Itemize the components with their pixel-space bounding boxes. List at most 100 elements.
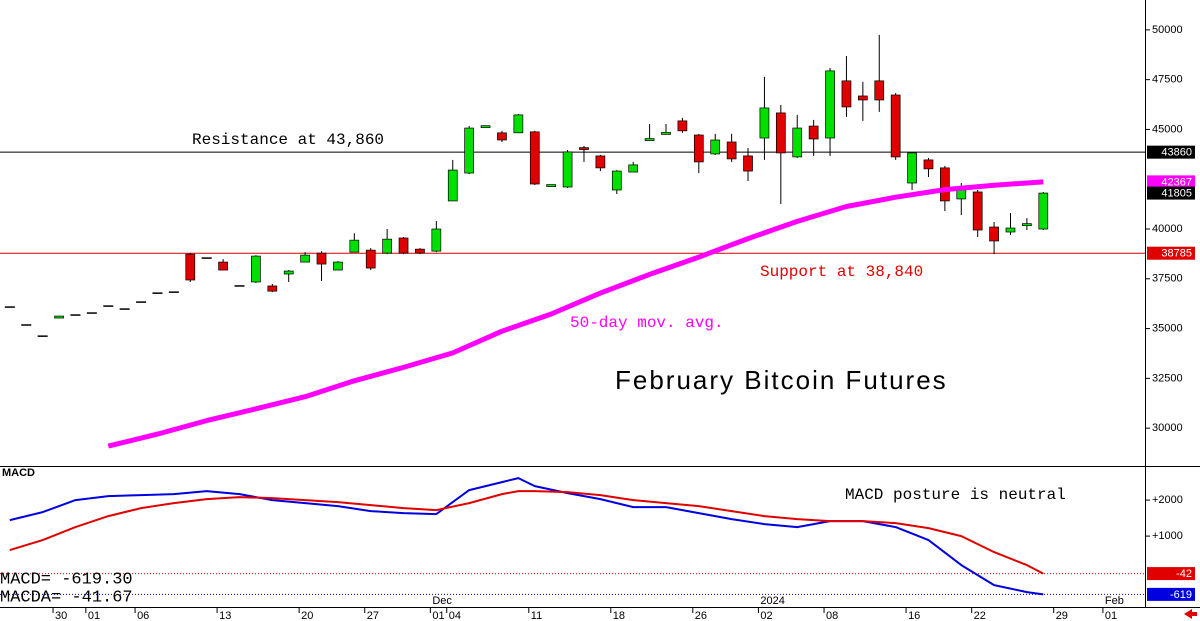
candle-body xyxy=(513,114,524,134)
x-tick-label: 27 xyxy=(367,610,379,621)
x-tick-label: 04 xyxy=(449,610,461,621)
candle-body xyxy=(907,152,917,184)
candle-body xyxy=(628,164,639,173)
candle-body xyxy=(546,184,557,187)
candle-body xyxy=(775,112,786,154)
x-tick-label: 18 xyxy=(613,610,625,621)
candle-body xyxy=(710,139,721,155)
candle-body xyxy=(890,94,901,158)
candle-body xyxy=(989,226,999,242)
candle-body xyxy=(497,132,507,141)
candle-body xyxy=(940,167,950,202)
price-tag-label: 38785 xyxy=(1161,248,1192,260)
candle-body xyxy=(382,238,392,254)
candle-body xyxy=(595,155,606,169)
price-tag xyxy=(1147,145,1195,159)
y-tick-label: 32500 xyxy=(1152,372,1183,384)
candle-body xyxy=(300,254,310,263)
candle-body xyxy=(956,189,967,200)
candle-body xyxy=(316,252,327,265)
x-tick-label: 26 xyxy=(695,610,707,621)
line-series xyxy=(9,477,1044,596)
candle-body xyxy=(1022,223,1032,226)
y-tick-label: 40000 xyxy=(1152,223,1183,235)
x-tick-label: 22 xyxy=(974,610,986,621)
candle-body xyxy=(267,285,278,292)
price-tag xyxy=(1147,175,1195,189)
candle-body xyxy=(333,261,343,271)
macda-readout: MACDA= -41.67 xyxy=(0,588,133,607)
x-tick-label: 01 xyxy=(1105,610,1117,621)
candle-body xyxy=(185,253,196,281)
y-tick-label: 45000 xyxy=(1152,123,1183,135)
candle-body xyxy=(415,248,425,254)
line-series xyxy=(9,490,1044,575)
candle-body xyxy=(283,270,294,275)
x-tick-label: 01 xyxy=(432,610,444,621)
x-tick-label: 30 xyxy=(55,610,67,621)
candle-body xyxy=(677,120,688,132)
price-tag-label: -42 xyxy=(1176,568,1192,580)
support-label: Support at 38,840 xyxy=(760,263,923,281)
macd-note: MACD posture is neutral xyxy=(845,486,1066,504)
candle-body xyxy=(759,107,770,139)
candle-body xyxy=(365,249,376,269)
candle-body xyxy=(841,80,852,108)
candle-body xyxy=(825,70,835,139)
candle-body xyxy=(447,169,458,202)
y-tick-label: 47500 xyxy=(1152,74,1183,86)
chart-title: February Bitcoin Futures xyxy=(615,365,948,395)
candle-body xyxy=(792,127,803,158)
y-tick-label: +2000 xyxy=(1152,494,1183,506)
candle-body xyxy=(1005,227,1016,233)
candle-body xyxy=(858,95,868,101)
macd-readout: MACD= -619.30 xyxy=(0,570,133,589)
y-tick-label: 30000 xyxy=(1152,422,1183,434)
ma-label: 50-day mov. avg. xyxy=(570,314,724,332)
y-tick-label: 37500 xyxy=(1152,273,1183,285)
candle-body xyxy=(431,228,442,252)
x-tick-label: 11 xyxy=(531,610,542,621)
candle-body xyxy=(480,125,491,129)
y-tick-label: +1000 xyxy=(1152,530,1183,542)
x-tick-label: 06 xyxy=(137,610,149,621)
x-tick-label: 13 xyxy=(219,610,231,621)
candle-body xyxy=(251,255,261,283)
candle-body xyxy=(661,132,671,135)
price-tag xyxy=(1147,186,1195,200)
price-tag-label: 42367 xyxy=(1161,176,1192,188)
price-tag xyxy=(1147,567,1195,581)
month-label: Feb xyxy=(1105,595,1124,607)
price-tag xyxy=(1147,246,1195,260)
x-tick-label: 20 xyxy=(301,610,313,621)
candle-body xyxy=(743,155,753,172)
candle-body xyxy=(529,131,540,185)
y-tick-label: 35000 xyxy=(1152,322,1183,334)
candle-body xyxy=(579,147,589,150)
scroll-arrow[interactable] xyxy=(1184,609,1197,619)
candle-body xyxy=(808,125,819,140)
x-tick-label: 29 xyxy=(1056,610,1068,621)
candle-body xyxy=(218,261,228,271)
month-label: 2024 xyxy=(760,595,784,607)
price-tag-label: 43860 xyxy=(1161,147,1192,159)
y-tick-label: 50000 xyxy=(1152,24,1183,36)
x-tick-label: 08 xyxy=(826,610,838,621)
candle-body xyxy=(54,315,64,319)
candle-body xyxy=(1038,192,1049,230)
x-tick-label: 01 xyxy=(88,610,100,621)
candle-body xyxy=(923,159,934,170)
candle-body xyxy=(562,151,573,188)
resistance-label: Resistance at 43,860 xyxy=(192,131,384,149)
macd-title: MACD xyxy=(2,467,35,479)
candle-body xyxy=(464,127,475,174)
candle-body xyxy=(874,80,885,101)
price-tag xyxy=(1147,587,1195,601)
candle-body xyxy=(726,141,737,160)
candle-body xyxy=(398,237,409,254)
candle-body xyxy=(611,170,622,191)
line-series xyxy=(107,179,1044,449)
